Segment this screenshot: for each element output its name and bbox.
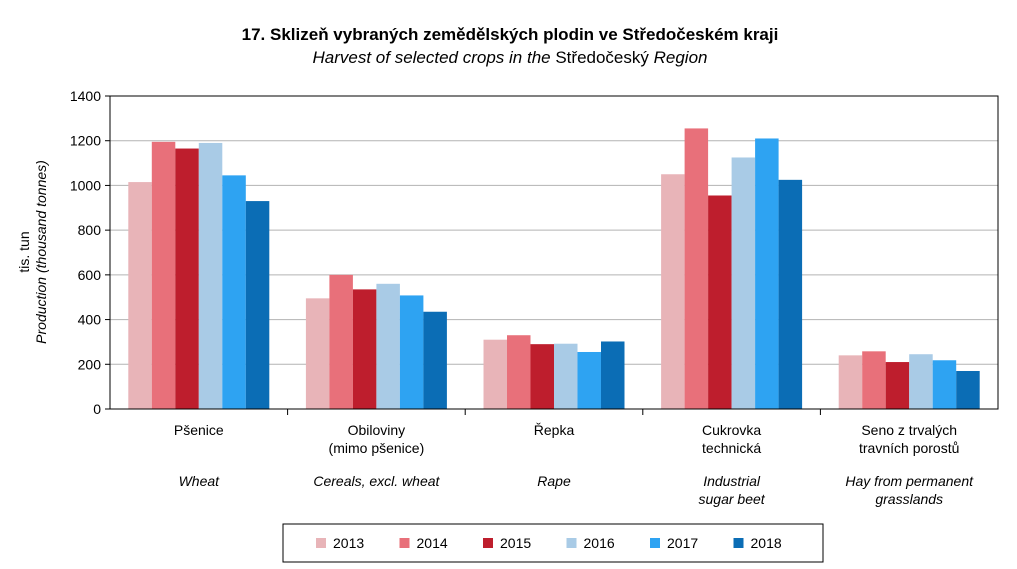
bar	[909, 354, 933, 409]
bar	[222, 175, 246, 409]
legend-swatch	[483, 538, 493, 548]
bar	[661, 174, 685, 409]
x-axis-categories: Pšenice Wheat Obiloviny (mimo pšenice) Cerea…	[174, 409, 974, 507]
category-label: Seno z trvalých	[861, 422, 957, 438]
category-label: (mimo pšenice)	[329, 440, 425, 456]
category-label: travních porostů	[859, 440, 959, 456]
legend-swatch	[733, 538, 744, 548]
category-label: Pšenice	[174, 422, 224, 438]
chart-title: 17. Sklizeň vybraných zemědělských plodi…	[242, 25, 779, 44]
legend-swatch	[399, 538, 410, 548]
bar	[755, 138, 779, 409]
bar	[731, 157, 756, 409]
legend-label: 2017	[667, 535, 698, 551]
category-label: Řepka	[534, 422, 575, 438]
bar	[885, 362, 910, 409]
bar	[684, 128, 709, 410]
legend-label: 2015	[500, 535, 531, 551]
bar	[708, 195, 732, 409]
bar	[932, 360, 957, 409]
bar	[554, 343, 578, 409]
bar	[601, 341, 625, 409]
bar	[399, 295, 424, 409]
bar	[198, 142, 223, 409]
bar	[329, 274, 353, 409]
category-label-en: Cereals, excl. wheat	[313, 473, 440, 489]
legend-label: 2014	[417, 535, 448, 551]
bar	[862, 351, 886, 409]
category-label-en: Wheat	[179, 473, 221, 489]
bar	[245, 201, 270, 409]
y-tick-label: 1000	[70, 177, 101, 193]
bar	[956, 370, 980, 409]
bar	[352, 289, 377, 409]
y-tick-label: 1400	[70, 88, 101, 104]
bar	[778, 179, 803, 409]
legend-label: 2018	[751, 535, 782, 551]
legend: 2013 2014 2015 2016 2017 2018	[316, 535, 782, 551]
y-tick-label: 800	[78, 222, 102, 238]
bar	[530, 344, 554, 409]
chart-subtitle-part-3: Region	[649, 48, 708, 67]
category-label: technická	[702, 440, 761, 456]
category-label: Cukrovka	[702, 422, 761, 438]
legend-label: 2013	[333, 535, 364, 551]
plot-area	[109, 95, 999, 410]
bar	[376, 283, 400, 409]
bar	[483, 339, 507, 409]
y-axis-label: tis. tun	[16, 231, 32, 272]
y-tick-label: 600	[78, 267, 102, 283]
y-axis-label-en: Production (thousand tonnes)	[33, 160, 49, 344]
bar	[507, 335, 531, 409]
y-axis-ticks: 0 200 400 600 800 1000 1200 1400	[70, 88, 110, 417]
y-tick-label: 200	[78, 356, 102, 372]
bar	[305, 298, 330, 409]
category-label: Obiloviny	[348, 422, 406, 438]
legend-swatch	[316, 538, 326, 548]
chart-subtitle-part-2: Středočeský	[555, 48, 649, 67]
y-tick-label: 400	[78, 312, 102, 328]
chart-subtitle: Harvest of selected crops in the Středoč…	[313, 48, 708, 67]
y-tick-label: 1200	[70, 133, 101, 149]
category-label-en: sugar beet	[699, 491, 766, 507]
chart-subtitle-part-1: Harvest of selected crops in the	[313, 48, 556, 67]
y-tick-label: 0	[93, 401, 101, 417]
legend-label: 2016	[584, 535, 615, 551]
legend-swatch	[650, 538, 660, 548]
bar	[423, 311, 447, 409]
legend-swatch	[566, 538, 577, 548]
bar	[838, 355, 863, 409]
bar	[577, 351, 601, 409]
bar	[151, 141, 176, 409]
bar	[128, 182, 152, 409]
bars	[128, 128, 980, 410]
category-label-en: Hay from permanent	[845, 473, 974, 489]
category-label-en: grasslands	[875, 491, 943, 507]
category-label-en: Industrial	[703, 473, 761, 489]
legend-box	[282, 523, 824, 563]
bar	[175, 148, 199, 409]
category-label-en: Rape	[537, 473, 571, 489]
